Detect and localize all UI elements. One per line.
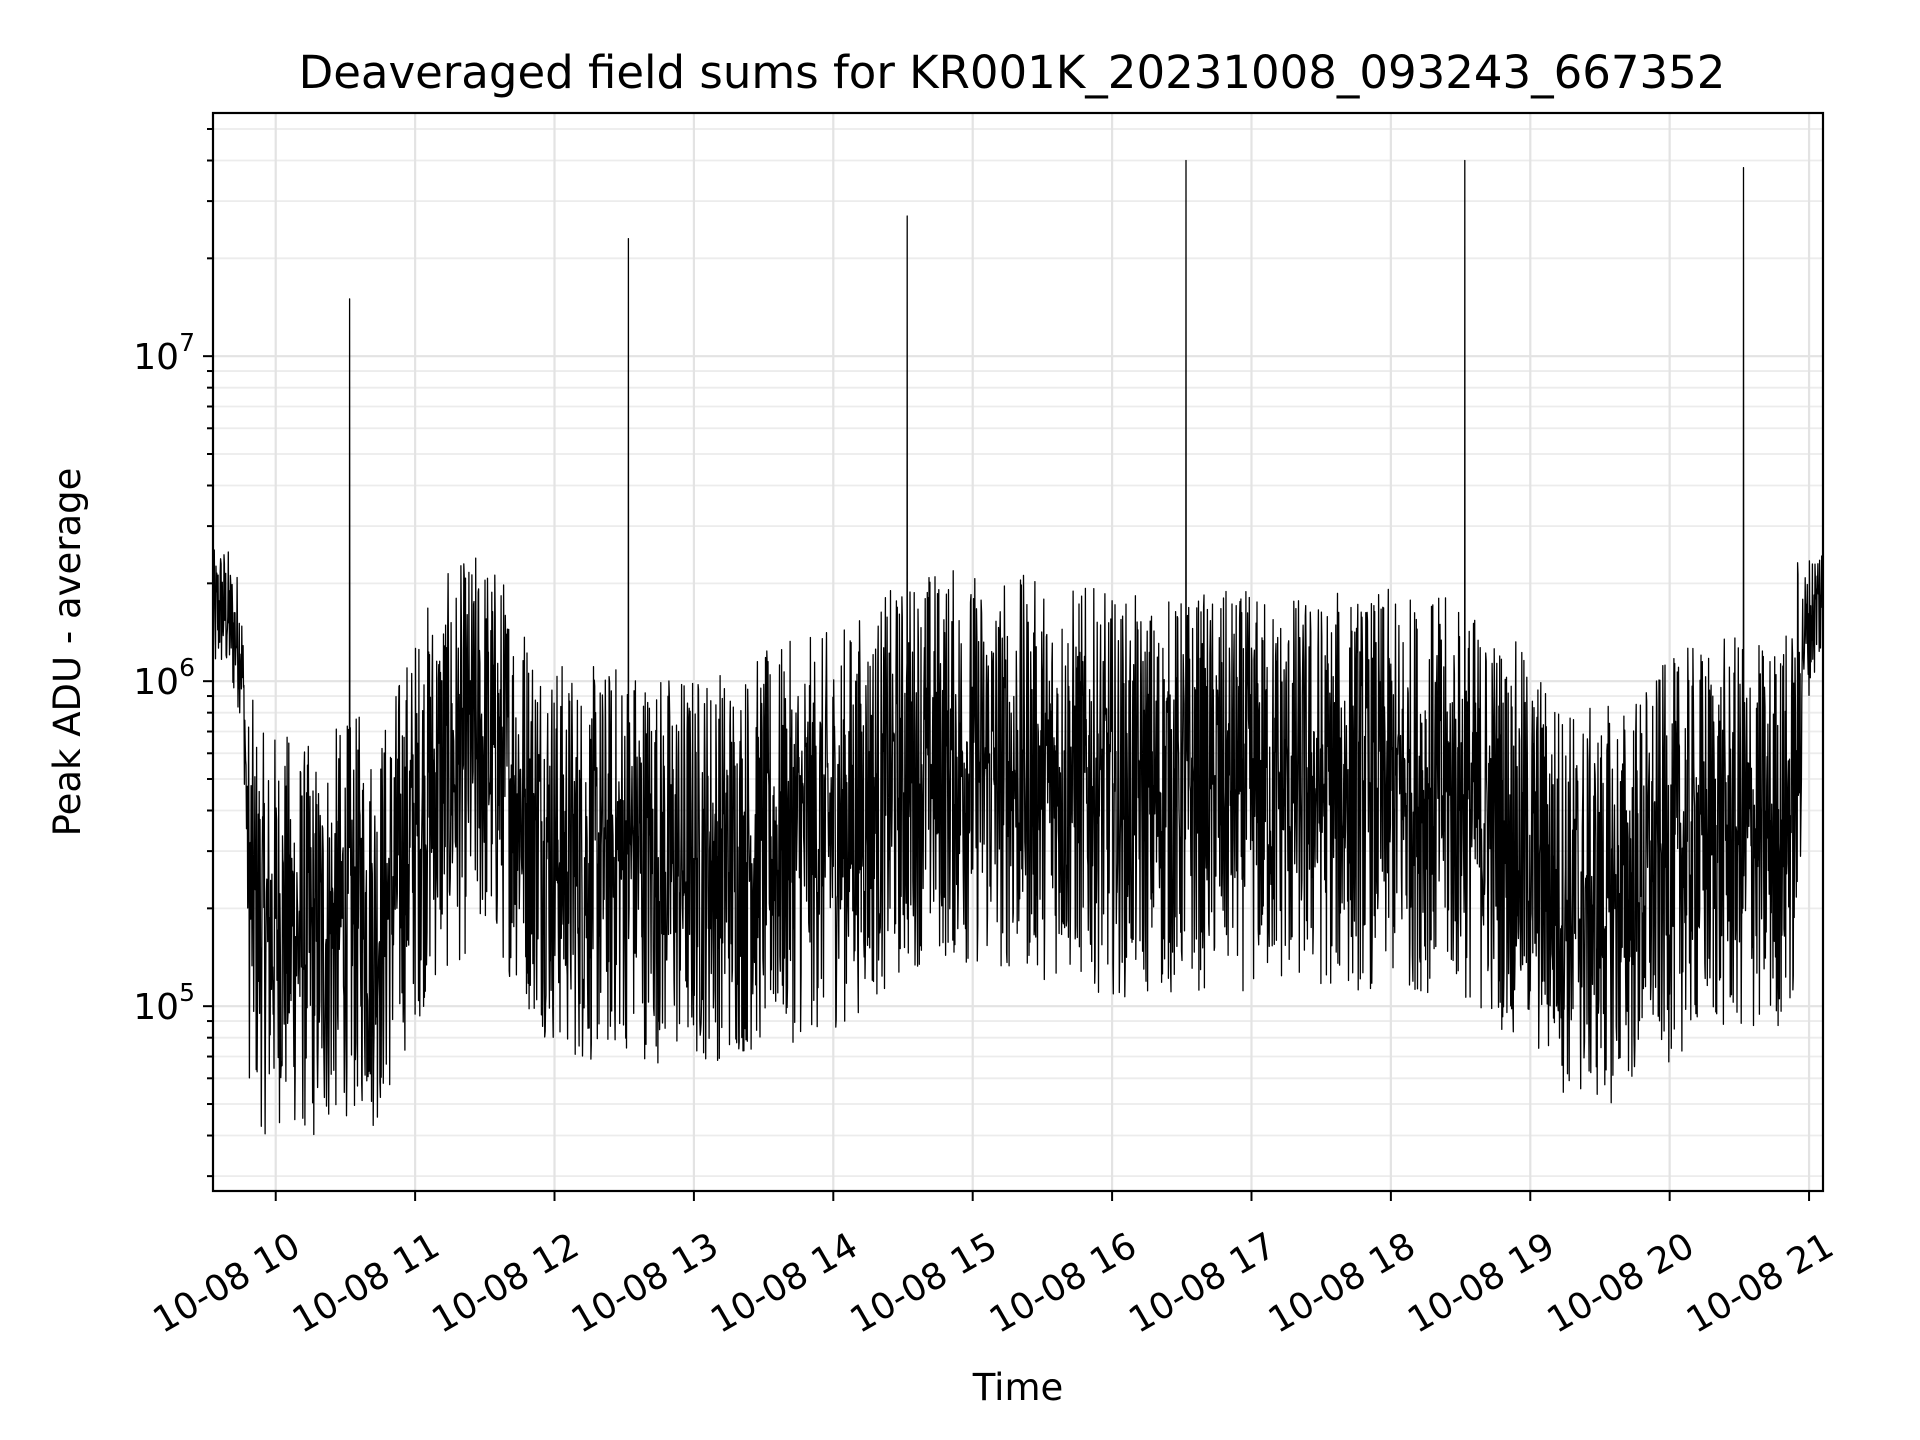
plot-area [212, 159, 1824, 1136]
y-axis-label: Peak ADU - average [46, 468, 89, 837]
series-line [212, 159, 1824, 1136]
y-tick-label: 107 [133, 328, 195, 378]
x-axis-label: Time [972, 1366, 1064, 1409]
plot-frame [211, 111, 1825, 1193]
y-tick-label: 106 [133, 653, 195, 703]
y-tick-label: 105 [133, 978, 195, 1028]
chart-title: Deaveraged field sums for KR001K_2023100… [299, 46, 1726, 99]
